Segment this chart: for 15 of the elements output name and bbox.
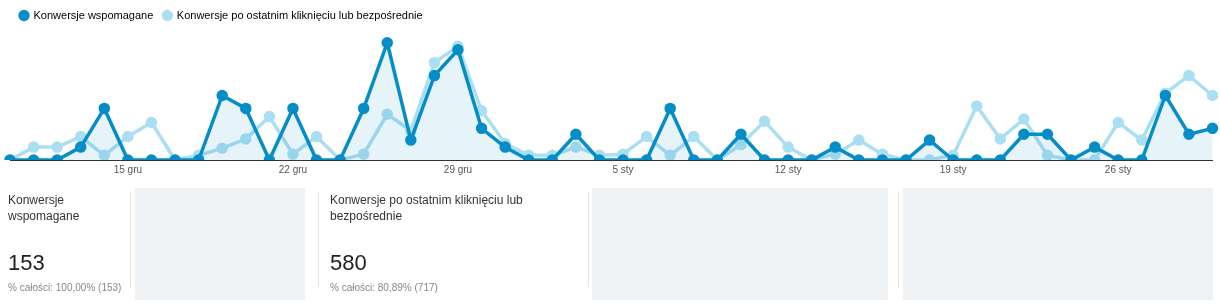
- text: 580: [330, 250, 367, 276]
- x-tick-label: 29 gru: [443, 163, 473, 175]
- text: Konwersje wspomagane: [8, 192, 81, 224]
- legend-label: Konwersje wspomagane: [33, 8, 154, 21]
- x-tick-label: 15 gru: [113, 163, 143, 175]
- legend-label: Konwersje po ostatnim kliknięciu lub bezpośrednie: [176, 8, 423, 21]
- x-tick-label: 5 sty: [612, 163, 634, 175]
- x-tick-label: 12 sty: [774, 163, 802, 175]
- x-tick-label: 26 sty: [1104, 163, 1132, 175]
- x-tick-label: 19 sty: [939, 163, 967, 175]
- x-tick-label: 22 gru: [278, 163, 308, 175]
- text: 153: [8, 250, 45, 276]
- text: % całości: 80,89% (717): [330, 282, 438, 293]
- text: Konwersje po ostatnim kliknięciu lub bezpośrednie: [330, 192, 524, 224]
- text: % całości: 100,00% (153): [8, 282, 122, 293]
